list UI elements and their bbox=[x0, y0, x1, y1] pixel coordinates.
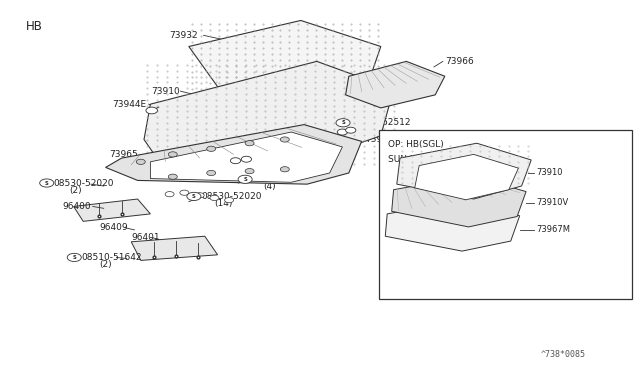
Text: (4): (4) bbox=[264, 182, 276, 191]
Circle shape bbox=[245, 169, 254, 174]
Circle shape bbox=[40, 179, 54, 187]
Text: 73920: 73920 bbox=[127, 158, 156, 167]
Circle shape bbox=[187, 192, 201, 201]
Circle shape bbox=[67, 253, 81, 262]
Circle shape bbox=[180, 190, 189, 195]
Text: 73910: 73910 bbox=[536, 169, 563, 177]
Text: 73967M: 73967M bbox=[536, 225, 570, 234]
Text: (2): (2) bbox=[69, 186, 82, 195]
Text: 96400: 96400 bbox=[63, 202, 92, 211]
Text: 73965: 73965 bbox=[109, 150, 138, 159]
Text: S: S bbox=[341, 120, 345, 125]
Text: 96401: 96401 bbox=[131, 233, 160, 242]
Polygon shape bbox=[415, 154, 518, 200]
Polygon shape bbox=[144, 61, 394, 166]
Text: S: S bbox=[45, 180, 49, 186]
Text: (2): (2) bbox=[99, 260, 112, 269]
Polygon shape bbox=[385, 200, 520, 251]
Text: 08530-52020: 08530-52020 bbox=[54, 179, 115, 187]
Text: 73910V: 73910V bbox=[536, 198, 568, 207]
Text: S: S bbox=[72, 255, 76, 260]
Circle shape bbox=[207, 146, 216, 151]
Text: ^738*0085: ^738*0085 bbox=[541, 350, 586, 359]
Text: 73946N(RH): 73946N(RH) bbox=[253, 150, 308, 159]
Polygon shape bbox=[392, 176, 526, 227]
Text: 73947M(LH): 73947M(LH) bbox=[253, 157, 308, 166]
Circle shape bbox=[195, 193, 204, 198]
Text: 73944E: 73944E bbox=[112, 100, 146, 109]
Circle shape bbox=[337, 129, 348, 135]
Circle shape bbox=[238, 175, 252, 183]
Text: 08530-52020: 08530-52020 bbox=[201, 192, 262, 201]
Text: 96409: 96409 bbox=[99, 223, 128, 232]
Text: 73910: 73910 bbox=[152, 87, 180, 96]
Polygon shape bbox=[106, 125, 362, 184]
Text: 73932: 73932 bbox=[170, 31, 198, 40]
Polygon shape bbox=[150, 132, 342, 182]
Circle shape bbox=[146, 107, 157, 114]
Circle shape bbox=[136, 159, 145, 164]
Circle shape bbox=[230, 158, 241, 164]
Text: 73966: 73966 bbox=[445, 57, 474, 66]
Circle shape bbox=[346, 127, 356, 133]
Polygon shape bbox=[346, 61, 445, 108]
Circle shape bbox=[225, 198, 234, 203]
Text: (14): (14) bbox=[214, 199, 233, 208]
Circle shape bbox=[165, 192, 174, 197]
Circle shape bbox=[245, 141, 254, 146]
Text: SUN ROOF: SUN ROOF bbox=[388, 155, 436, 164]
Text: S: S bbox=[243, 177, 247, 182]
Text: S: S bbox=[192, 194, 196, 199]
Text: 73940: 73940 bbox=[365, 135, 394, 144]
Circle shape bbox=[280, 167, 289, 172]
Text: OP: HB(SGL): OP: HB(SGL) bbox=[388, 140, 444, 148]
Circle shape bbox=[168, 152, 177, 157]
Text: HB: HB bbox=[26, 20, 42, 33]
Circle shape bbox=[280, 137, 289, 142]
Circle shape bbox=[168, 174, 177, 179]
Polygon shape bbox=[131, 236, 218, 260]
Circle shape bbox=[241, 156, 252, 162]
Circle shape bbox=[336, 119, 350, 127]
Text: 08543-61012: 08543-61012 bbox=[252, 175, 313, 184]
Polygon shape bbox=[189, 20, 381, 99]
Text: 08510-51642: 08510-51642 bbox=[81, 253, 142, 262]
Polygon shape bbox=[74, 199, 150, 221]
Text: 08513-62512: 08513-62512 bbox=[350, 118, 411, 127]
Circle shape bbox=[207, 170, 216, 176]
Circle shape bbox=[210, 195, 219, 201]
Text: (4): (4) bbox=[366, 126, 379, 135]
Bar bbox=[379, 130, 632, 299]
Polygon shape bbox=[397, 143, 531, 199]
